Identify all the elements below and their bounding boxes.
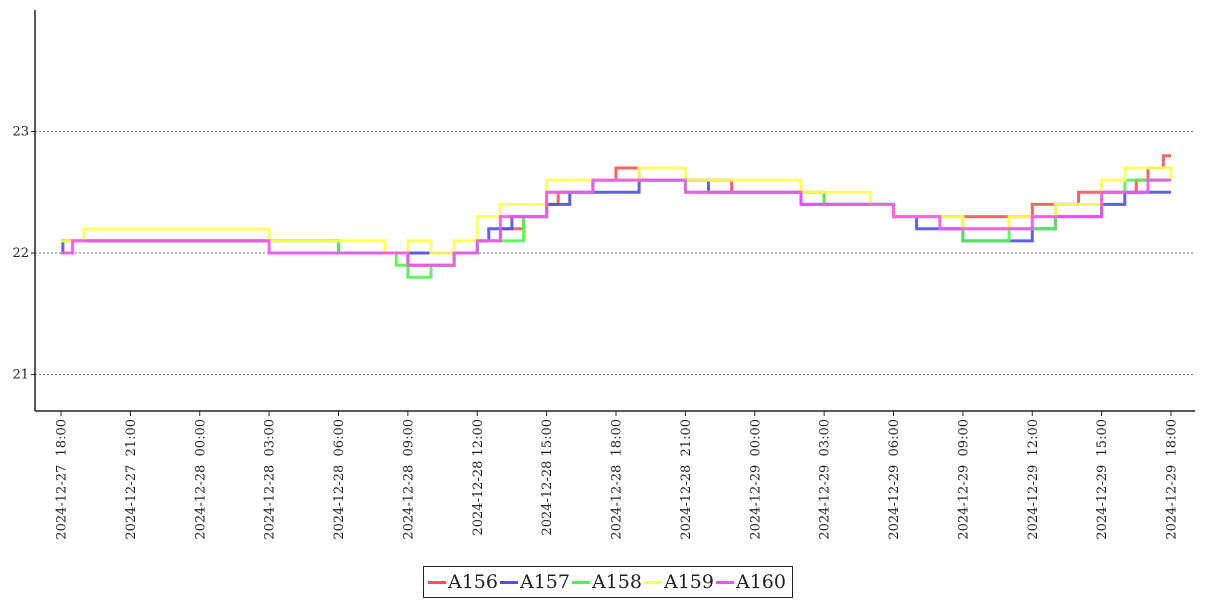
grid-lines (35, 131, 1195, 376)
x-tick-label: 2024-12-29 09:00 (956, 419, 971, 540)
x-tick-label: 2024-12-29 00:00 (748, 419, 763, 540)
legend-swatch-a156 (428, 580, 446, 584)
series-line-a156 (61, 154, 1171, 267)
legend: A156 A157 A158 A159 A160 (423, 566, 793, 598)
x-tick-label: 2024-12-28 12:00 (471, 419, 486, 536)
y-tick-label: 22 (12, 246, 29, 261)
legend-swatch-a158 (572, 580, 590, 584)
x-tick-label: 2024-12-29 12:00 (1026, 419, 1041, 540)
axes: 21 22 23 2024-12-27 18:00 2024-12-27 21:00 20… (12, 10, 1195, 540)
legend-swatch-a159 (644, 580, 662, 584)
y-tick-label: 23 (12, 125, 29, 140)
legend-label-a157: A157 (520, 571, 570, 593)
x-tick-label: 2024-12-28 18:00 (610, 419, 625, 540)
series-line-a160 (61, 178, 1171, 267)
x-tick-label: 2024-12-28 15:00 (540, 419, 555, 536)
x-tick-label: 2024-12-28 06:00 (332, 419, 347, 540)
x-tick-label: 2024-12-29 06:00 (887, 419, 902, 540)
series-lines (61, 154, 1173, 279)
legend-item-a160: A160 (716, 571, 786, 593)
legend-item-a156: A156 (428, 571, 498, 593)
x-tick-label: 2024-12-29 03:00 (818, 419, 833, 540)
x-tick-label: 2024-12-28 21:00 (679, 419, 694, 540)
legend-swatch-a160 (716, 580, 734, 584)
legend-label-a158: A158 (592, 571, 642, 593)
legend-item-a159: A159 (644, 571, 714, 593)
legend-label-a159: A159 (664, 571, 714, 593)
x-tick-label: 2024-12-28 09:00 (401, 419, 416, 540)
legend-label-a156: A156 (448, 571, 498, 593)
legend-item-a158: A158 (572, 571, 642, 593)
legend-item-a157: A157 (500, 571, 570, 593)
x-tick-label: 2024-12-28 00:00 (193, 419, 208, 540)
x-tick-label: 2024-12-27 18:00 (55, 419, 70, 540)
legend-label-a160: A160 (736, 571, 786, 593)
x-tick-label: 2024-12-29 18:00 (1165, 419, 1180, 540)
y-tick-label: 21 (12, 368, 29, 383)
x-tick-label: 2024-12-28 03:00 (263, 419, 278, 540)
x-tick-label: 2024-12-27 21:00 (124, 419, 139, 540)
legend-swatch-a157 (500, 580, 518, 584)
x-tick-label: 2024-12-29 15:00 (1095, 419, 1110, 540)
